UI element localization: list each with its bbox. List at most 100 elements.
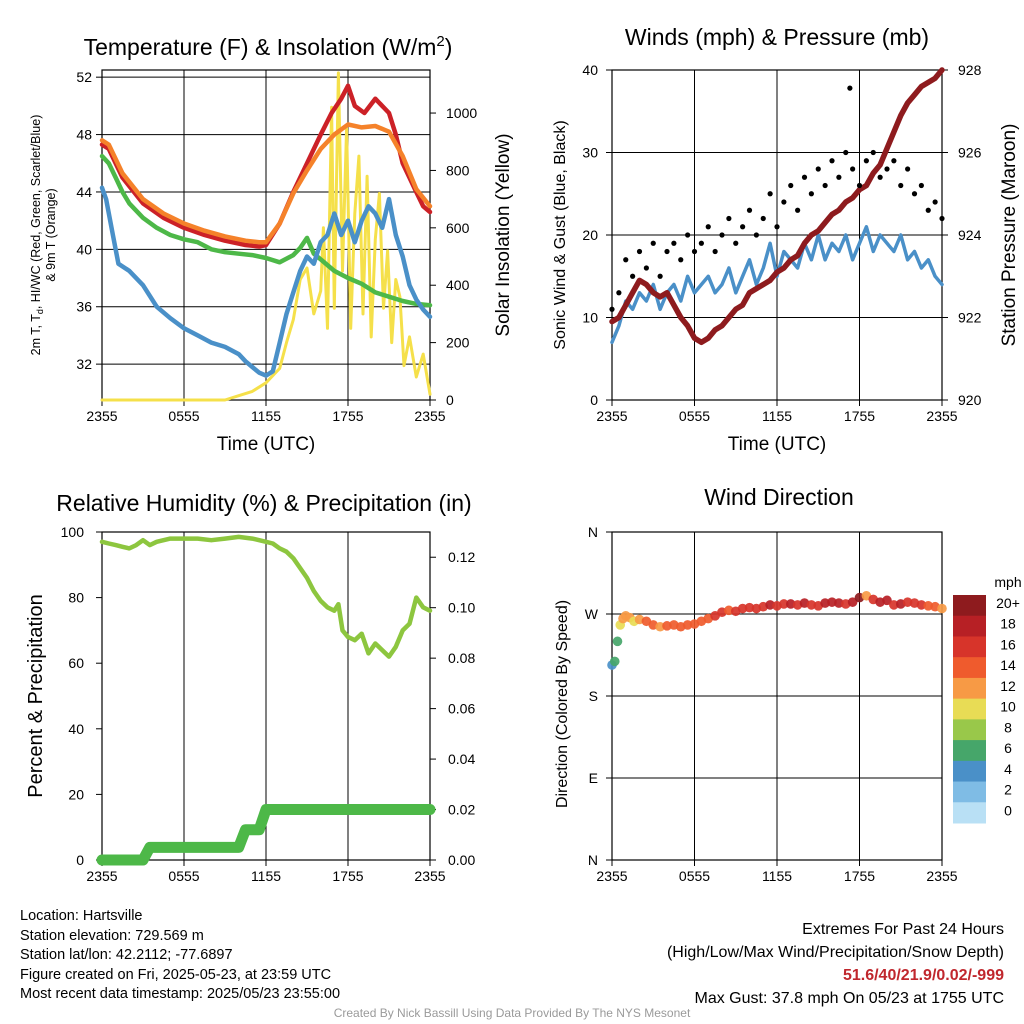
colorbar-tick-label: 6 (1004, 740, 1012, 756)
created-text: Figure created on Fri, 2025-05-23, at 23… (20, 966, 332, 983)
gust-point (685, 232, 691, 238)
colorbar-tick-label: 14 (1000, 657, 1016, 673)
y-tick-label: W (585, 606, 599, 622)
y-right-tick-label: 200 (446, 335, 470, 351)
chart-title-superscript: 2 (436, 33, 444, 50)
direction-point (779, 599, 789, 609)
colorbar-swatch (953, 636, 986, 658)
gust-point (671, 240, 677, 246)
y-axis-label-subscript: d (35, 309, 45, 314)
extremes-info: Extremes For Past 24 Hours (High/Low/Max… (667, 918, 1004, 1010)
x-tick-label: 0555 (679, 408, 710, 424)
x-tick-label: 2355 (596, 408, 627, 424)
y-tick-label: E (589, 770, 598, 786)
y-tick-label: 44 (76, 184, 92, 200)
temperature-panel: 2355 0555 1155 1755 2355 Time (UTC) 32 36 40 44 48… (29, 33, 514, 455)
pressure-line (609, 67, 945, 346)
gust-point (850, 166, 856, 172)
y-right-tick-label: 0.08 (448, 650, 475, 666)
colorbar-swatch (953, 615, 986, 637)
x-tick-label: 1155 (251, 408, 281, 424)
y-right-tick-label: 800 (446, 162, 470, 178)
y-right-tick-label: 0.10 (448, 600, 475, 616)
direction-point (612, 636, 623, 647)
gust-point (657, 273, 663, 279)
extremes-title: Extremes For Past 24 Hours (802, 921, 1004, 938)
gust-point (801, 174, 808, 180)
x-axis-label: Time (UTC) (728, 434, 827, 455)
winds-panel: 2355 0555 1155 1755 2355 Time (UTC) 0 10 20 30 40 9… (552, 24, 1020, 455)
gust-point (788, 182, 794, 189)
gust-point (630, 273, 636, 279)
extremes-values: 51.6/40/21.9/0.02/-999 (842, 967, 1004, 984)
y-right-tick-label: 928 (958, 62, 982, 78)
gust-point (829, 158, 835, 164)
temperature-series-line (99, 153, 433, 308)
y-tick-label: 36 (76, 299, 92, 315)
y-axis-label-line2: & 9m T (Orange) (44, 188, 58, 281)
gust-point (918, 182, 924, 189)
direction-point (847, 597, 858, 607)
y-tick-label: N (588, 852, 598, 868)
gust-point (863, 158, 869, 164)
x-tick-label: 2355 (926, 408, 957, 424)
humidity-panel: 2355 0555 1155 1755 23550204060801000.000.02… (25, 490, 475, 884)
x-tick-label: 0555 (168, 408, 199, 424)
y-tick-label: N (588, 524, 598, 540)
y-axis-label: Sonic Wind & Gust (Blue, Black) (552, 120, 569, 349)
x-axis-label: Time (UTC) (217, 434, 316, 455)
colorbar-tick-label: 2 (1004, 782, 1012, 798)
gust-point (774, 224, 780, 230)
y-tick-label: 30 (582, 145, 598, 161)
plot-frame (101, 69, 431, 401)
gust-point (740, 224, 746, 230)
colorbar-tick-label: 10 (1000, 699, 1016, 715)
colorbar-swatch (953, 740, 986, 762)
colorbar-swatch (953, 698, 986, 720)
x-tick-label: 1755 (844, 408, 875, 424)
gust-point (925, 207, 931, 213)
gust-point (643, 265, 649, 271)
plot-frame (101, 531, 431, 861)
colorbar-swatch (953, 760, 986, 783)
y-tick-label: 100 (61, 524, 85, 540)
gust-point (678, 257, 684, 263)
colorbar: 20+ 18 16 14 12 10 8 6 4 2 0 mph (953, 574, 1022, 824)
humidity-line (99, 534, 433, 659)
x-tick-label: 2355 (926, 868, 957, 884)
chart-title: Wind Direction (704, 484, 854, 510)
y-right-tick-label: 400 (446, 277, 470, 293)
x-tick-label: 0555 (168, 868, 199, 884)
temperature-series-line (99, 185, 433, 378)
chart-title-text: Temperature (F) & Insolation (W/m (84, 34, 437, 60)
colorbar-swatch (953, 677, 986, 700)
x-tick-label: 1755 (332, 868, 363, 884)
gust-point (726, 215, 732, 222)
colorbar-swatch (953, 781, 986, 803)
x-tick-label: 2355 (414, 408, 445, 424)
temperature-series-line (99, 83, 433, 249)
x-tick-label: 1155 (762, 408, 792, 424)
x-tick-label: 2355 (86, 868, 117, 884)
gust-point (698, 240, 704, 246)
gust-point (664, 248, 670, 255)
colorbar-tick-label: 12 (1000, 678, 1016, 694)
y-tick-label: 48 (76, 127, 92, 143)
y-axis-label-part: 2m T, T (29, 314, 43, 356)
y-right-tick-label: 0.04 (448, 751, 475, 767)
gust-point (623, 257, 629, 263)
gust-point (891, 158, 897, 164)
y-axis-label: 2m T, Td, HI/WC (Red, Green, Scarlet/Blu… (29, 115, 45, 356)
gust-point (808, 191, 814, 197)
y-tick-label: 10 (582, 310, 598, 326)
colorbar-tick-label: 16 (1000, 636, 1016, 652)
y-tick-label: 60 (68, 655, 84, 671)
gust-point (939, 215, 945, 222)
elevation-text: Station elevation: 729.569 m (20, 927, 204, 944)
gust-point (877, 174, 883, 180)
gust-point (932, 199, 938, 205)
gust-point (609, 306, 615, 312)
x-tick-label: 1155 (762, 868, 792, 884)
extremes-subtitle: (High/Low/Max Wind/Precipitation/Snow De… (666, 944, 1004, 961)
y-right-tick-label: 1000 (446, 105, 477, 121)
